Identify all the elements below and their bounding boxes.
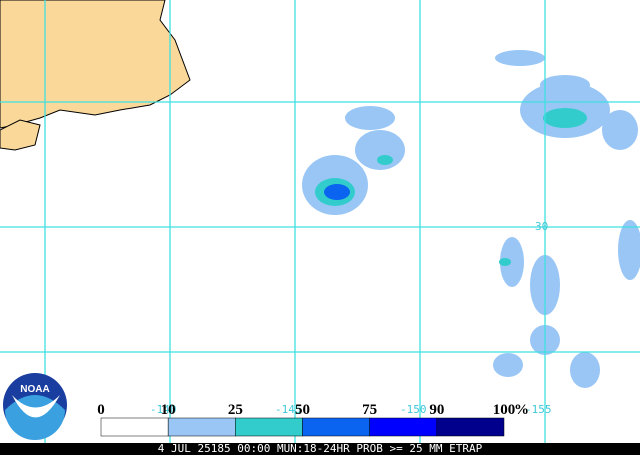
lat-label: 30 (535, 220, 548, 233)
legend-swatch (235, 417, 303, 437)
lon-label: -145 (275, 403, 302, 416)
logo: NOAA (3, 373, 67, 440)
precip (302, 50, 640, 388)
legend-swatch (100, 417, 169, 437)
logo-text: NOAA (20, 384, 49, 395)
legend-label: 75 (362, 402, 377, 418)
legend-swatch (167, 417, 236, 437)
land (0, 0, 191, 129)
legend-unit: % (514, 402, 529, 418)
legend-label: 90 (429, 402, 444, 418)
legend-label: 0 (97, 402, 105, 418)
legend-label: 25 (228, 402, 243, 418)
legend: 0 10 25 50 75 90 100% (97, 402, 529, 437)
lon-label: -150 (400, 403, 427, 416)
footer-bar (0, 443, 640, 455)
graticule (0, 0, 640, 443)
legend-label: 50 (295, 402, 310, 418)
legend-label: 10 (161, 402, 176, 418)
land (0, 119, 41, 151)
lon-label: -155 (525, 403, 552, 416)
lon-label: -140 (150, 403, 177, 416)
footer: 4 JUL 25185 00:00 MUN:18-24HR PROB >= 25… (158, 442, 483, 455)
legend-swatch (436, 417, 505, 437)
legend-swatch (302, 417, 370, 437)
legend-swatch (369, 417, 438, 437)
legend-label: 100 (493, 402, 516, 418)
